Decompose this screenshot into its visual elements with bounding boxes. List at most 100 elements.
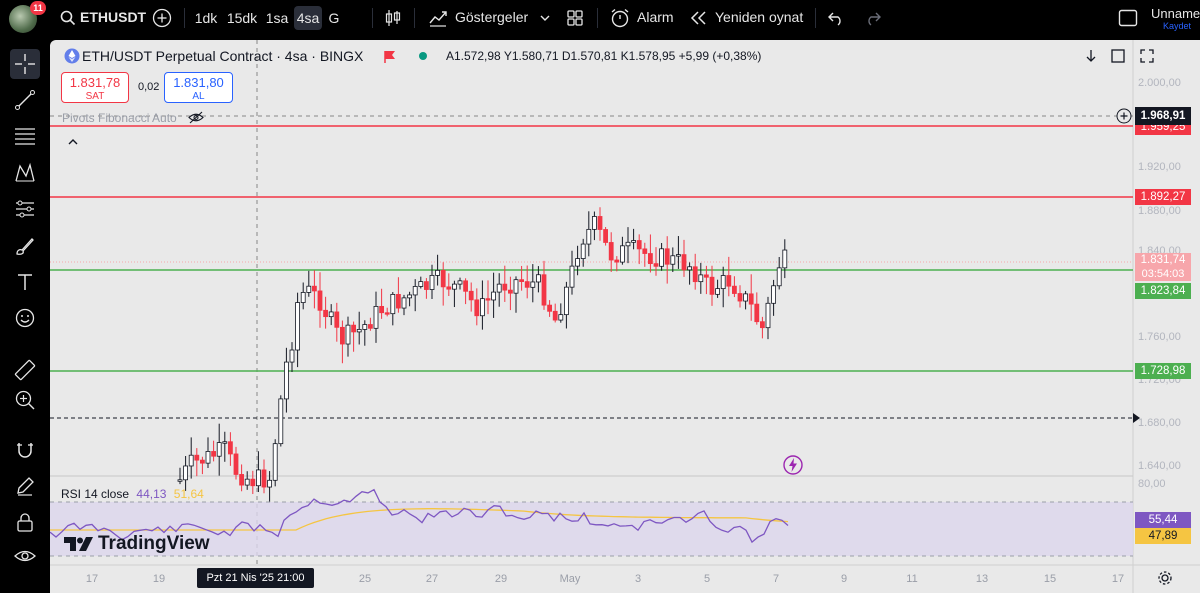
indicators-button[interactable]: Göstergeler bbox=[455, 9, 529, 25]
candle-body bbox=[367, 324, 373, 329]
candle-type-icon[interactable] bbox=[383, 8, 403, 28]
indicators-icon[interactable] bbox=[428, 8, 448, 28]
pattern-tool[interactable] bbox=[10, 158, 40, 188]
candle-body bbox=[440, 269, 446, 288]
alarm-clock-icon[interactable] bbox=[609, 7, 631, 29]
ohlc-values: A1.572,98 Y1.580,71 D1.570,81 K1.578,95 … bbox=[446, 49, 762, 63]
crosshair-icon bbox=[15, 54, 35, 74]
crosshair-tool[interactable] bbox=[10, 49, 40, 79]
candle-body bbox=[681, 254, 687, 271]
candle-body bbox=[748, 293, 754, 305]
candle-body bbox=[278, 398, 284, 445]
pivot-r2-tag: 1.892,27 bbox=[1135, 189, 1191, 205]
compare-add-icon[interactable] bbox=[152, 8, 172, 28]
prediction-tool[interactable] bbox=[10, 194, 40, 224]
zoom-tool[interactable] bbox=[10, 385, 40, 415]
rsi-ma-line bbox=[50, 508, 789, 531]
interval-1d-button[interactable]: G bbox=[328, 10, 340, 26]
candle-body bbox=[519, 279, 525, 283]
collapse-chevron-icon[interactable] bbox=[67, 138, 79, 146]
lock-tool[interactable] bbox=[10, 507, 40, 537]
interval-1h-button[interactable]: 1sa bbox=[265, 10, 289, 26]
fullscreen-icon[interactable] bbox=[1139, 48, 1155, 64]
chart-pane[interactable]: ETH/USDT Perpetual Contract · 4sa · BING… bbox=[50, 40, 1200, 593]
candle-body bbox=[334, 311, 340, 328]
candle-body bbox=[177, 479, 183, 482]
alarm-button[interactable]: Alarm bbox=[637, 9, 674, 25]
candle-body bbox=[530, 281, 536, 288]
rsi-legend[interactable]: RSI 14 close 44,13 51,64 bbox=[61, 487, 204, 501]
price-chart[interactable] bbox=[50, 40, 1200, 593]
time-axis-label: 17 bbox=[1111, 573, 1125, 585]
buy-price: 1.831,80 bbox=[173, 75, 224, 90]
candle-body bbox=[345, 324, 351, 345]
crosshair-price-tag: 1.968,91 bbox=[1135, 107, 1191, 125]
time-axis-label: 29 bbox=[494, 573, 508, 585]
candle-body bbox=[390, 293, 396, 315]
fib-tool[interactable] bbox=[10, 121, 40, 151]
candle-body bbox=[648, 253, 653, 265]
add-plus-icon[interactable] bbox=[1116, 108, 1132, 124]
candle-body bbox=[513, 279, 519, 294]
tradingview-logo[interactable]: TradingView bbox=[64, 533, 210, 555]
candle-body bbox=[429, 274, 435, 290]
hidden-eye-icon[interactable] bbox=[188, 111, 204, 124]
ruler-tool[interactable] bbox=[10, 355, 40, 385]
flag-icon[interactable] bbox=[384, 50, 396, 63]
emoji-tool[interactable] bbox=[10, 303, 40, 333]
candle-body bbox=[496, 283, 502, 293]
arrow-down-icon[interactable] bbox=[1084, 49, 1098, 63]
candle-body bbox=[586, 228, 592, 245]
buy-button[interactable]: 1.831,80 AL bbox=[164, 72, 233, 103]
trend-line-tool[interactable] bbox=[10, 85, 40, 115]
candle-body bbox=[474, 299, 480, 317]
brush-tool[interactable] bbox=[10, 231, 40, 261]
candle-body bbox=[289, 349, 295, 363]
toolbar-separator bbox=[184, 8, 185, 28]
candle-body bbox=[323, 309, 329, 318]
interval-15m-button[interactable]: 15dk bbox=[226, 10, 258, 26]
price-axis-label: 1.920,00 bbox=[1138, 161, 1181, 173]
notification-badge: 11 bbox=[30, 1, 46, 15]
toolbar-separator bbox=[372, 8, 373, 28]
lightning-icon[interactable] bbox=[782, 454, 804, 476]
time-axis-label: 11 bbox=[906, 573, 918, 585]
undo-icon[interactable] bbox=[827, 10, 845, 26]
drawing-mode-tool[interactable] bbox=[10, 471, 40, 501]
candle-body bbox=[564, 286, 569, 316]
maximize-icon[interactable] bbox=[1110, 48, 1126, 64]
gear-icon[interactable] bbox=[1157, 570, 1173, 586]
redo-icon[interactable] bbox=[864, 10, 882, 26]
toolbar-separator bbox=[815, 8, 816, 28]
candle-body bbox=[362, 324, 368, 330]
interval-4h-button[interactable]: 4sa bbox=[294, 6, 322, 30]
bar-countdown-tag: 03:54:03 bbox=[1135, 267, 1191, 281]
symbol-search[interactable]: ETHUSDT bbox=[80, 9, 147, 25]
candle-body bbox=[765, 302, 771, 329]
candle-body bbox=[283, 361, 289, 400]
candle-body bbox=[670, 255, 676, 265]
candle-body bbox=[418, 281, 424, 287]
replay-icon[interactable] bbox=[690, 10, 708, 26]
candle-body bbox=[239, 474, 245, 486]
replay-button[interactable]: Yeniden oynat bbox=[715, 9, 804, 25]
candle-body bbox=[244, 478, 250, 486]
fib-retracement-icon bbox=[15, 128, 35, 145]
candle-body bbox=[272, 443, 278, 481]
chevron-down-icon[interactable] bbox=[539, 12, 551, 24]
symbol-title[interactable]: ETH/USDT Perpetual Contract · 4sa · BING… bbox=[82, 48, 364, 64]
magnet-tool[interactable] bbox=[10, 435, 40, 465]
layout-grid-icon[interactable] bbox=[565, 8, 585, 28]
sell-button[interactable]: 1.831,78 SAT bbox=[61, 72, 129, 103]
text-tool[interactable] bbox=[10, 267, 40, 297]
search-icon[interactable] bbox=[60, 10, 76, 26]
save-status[interactable]: Kaydet bbox=[1163, 21, 1192, 31]
price-axis-label: 2.000,00 bbox=[1138, 77, 1181, 89]
pivots-indicator-label[interactable]: Pivots Fibonacci Auto bbox=[62, 111, 177, 125]
candle-body bbox=[653, 263, 659, 267]
layout-window-icon[interactable] bbox=[1118, 9, 1138, 27]
hide-drawings-tool[interactable] bbox=[10, 541, 40, 571]
interval-1m-button[interactable]: 1dk bbox=[194, 10, 218, 26]
candle-body bbox=[664, 248, 670, 265]
layout-name[interactable]: Unname bbox=[1151, 6, 1200, 21]
